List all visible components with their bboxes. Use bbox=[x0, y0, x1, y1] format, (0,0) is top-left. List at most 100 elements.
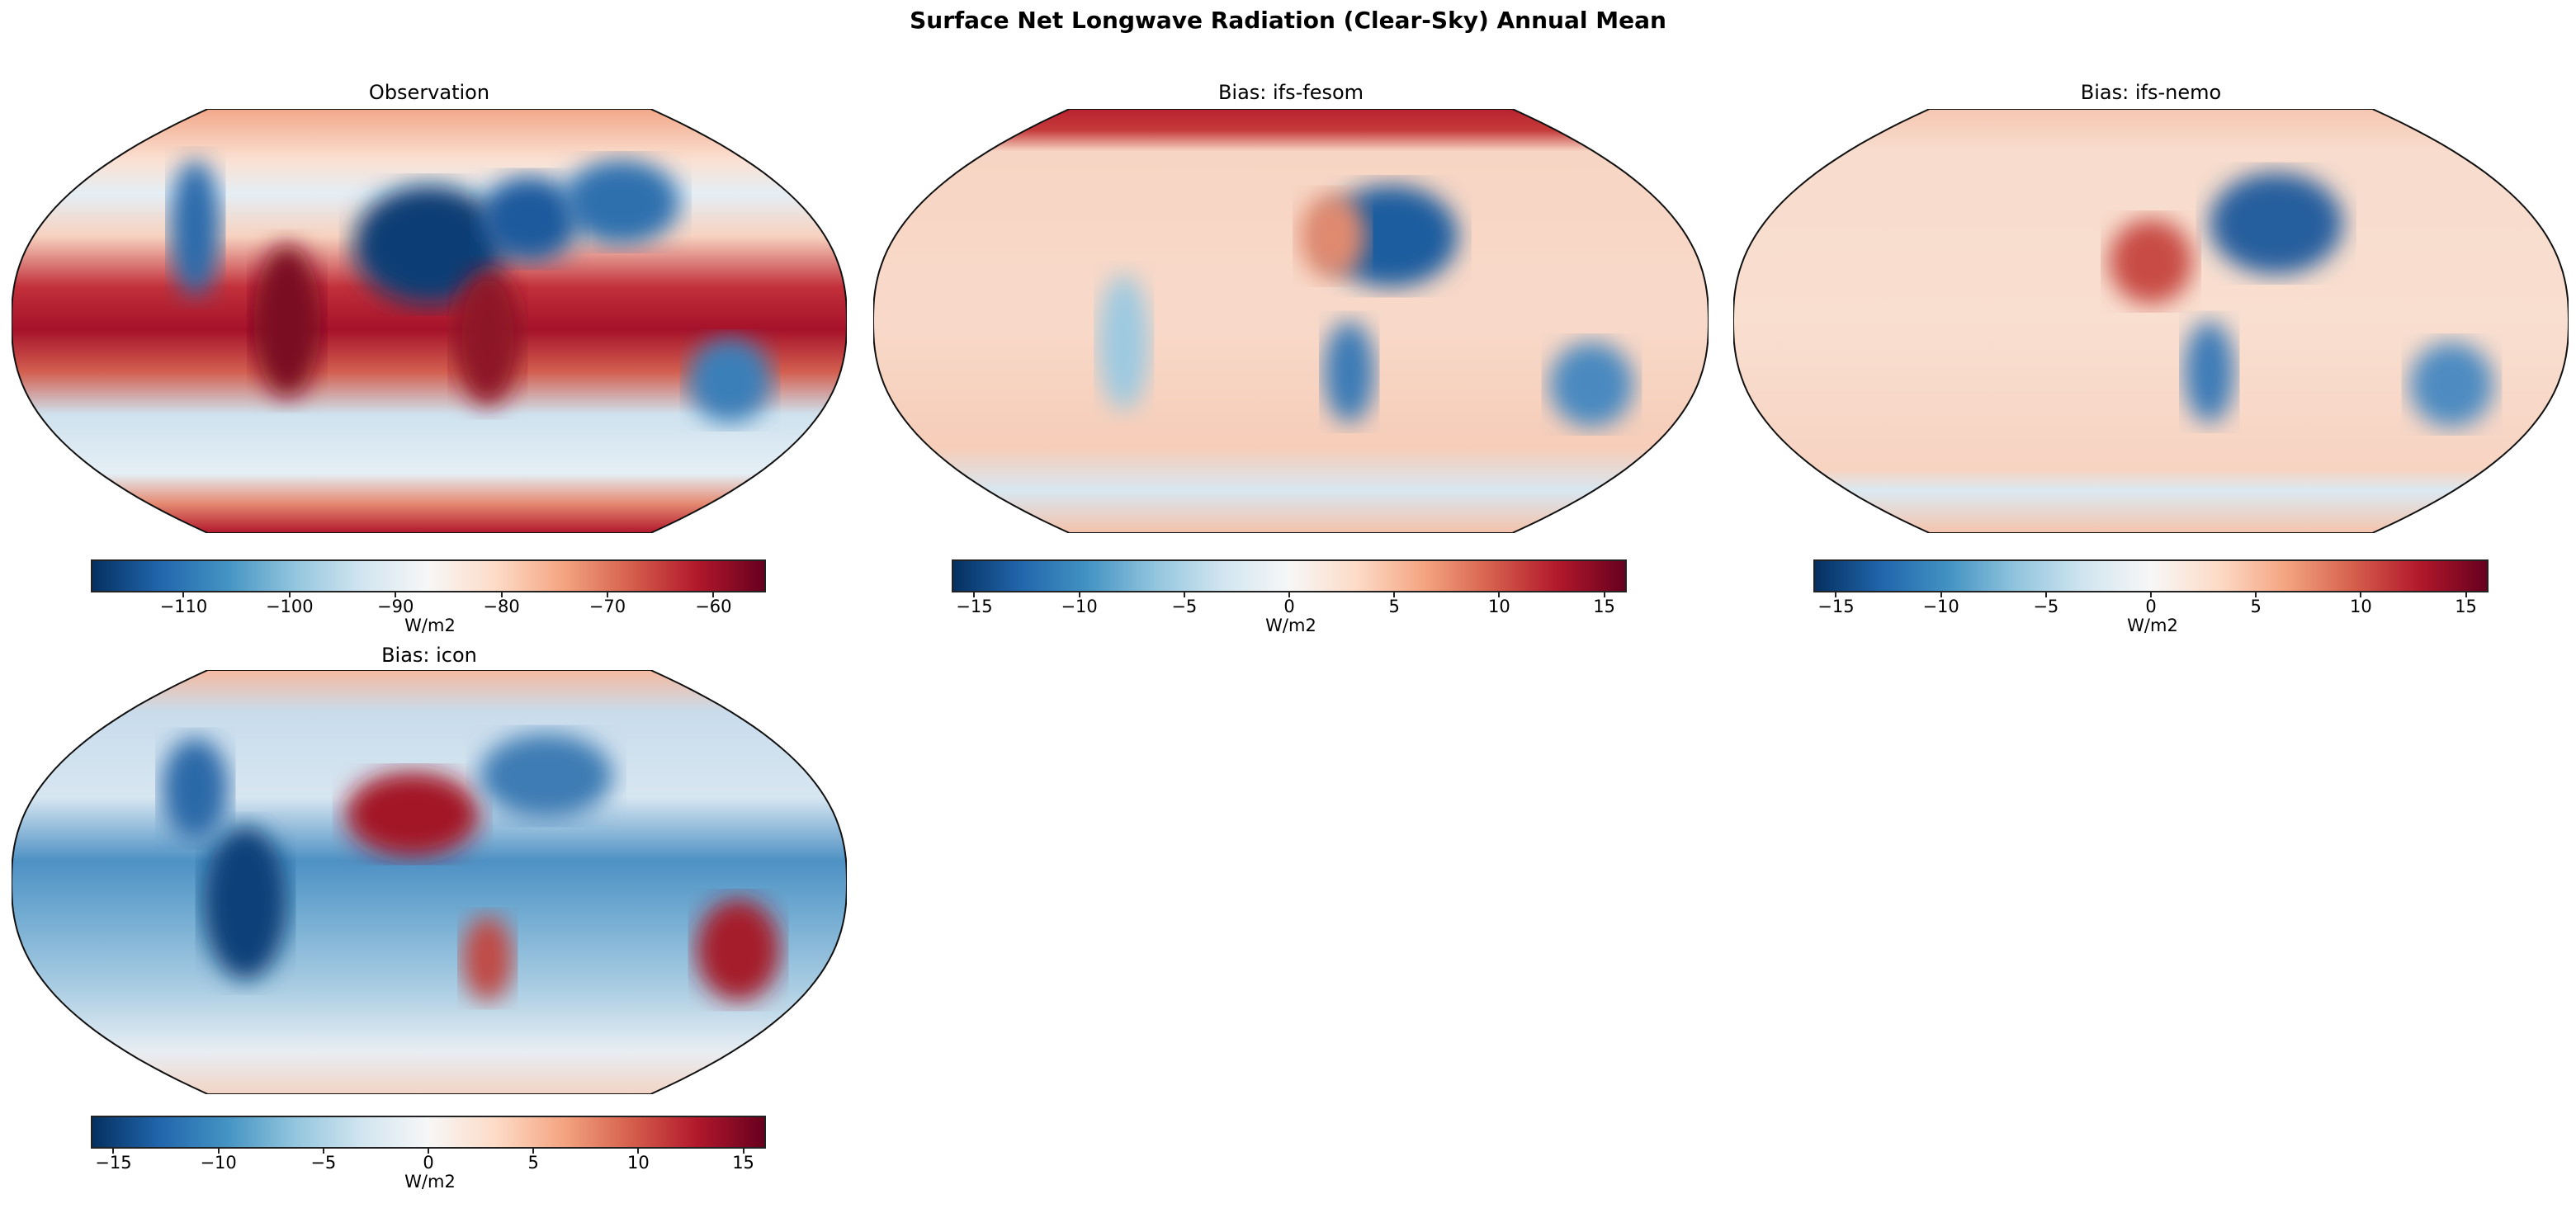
field-background bbox=[1733, 109, 2569, 533]
field-anomaly bbox=[2409, 342, 2493, 427]
colorbar-label: W/m2 bbox=[2127, 616, 2178, 635]
field-anomaly bbox=[162, 738, 229, 840]
colorbar-tick bbox=[2360, 592, 2362, 597]
field-anomaly bbox=[1549, 342, 1633, 427]
colorbar-tick-label: −5 bbox=[1171, 597, 1198, 616]
field-anomaly bbox=[345, 772, 480, 857]
colorbar-tick-label: 0 bbox=[423, 1153, 434, 1173]
colorbar-tick-label: −5 bbox=[310, 1153, 337, 1173]
colorbar-tick-label: −80 bbox=[483, 597, 520, 616]
colorbar-tick-label: −10 bbox=[200, 1153, 237, 1173]
colorbar-tick-label: −5 bbox=[2033, 597, 2059, 616]
field-anomaly bbox=[353, 185, 505, 304]
field-anomaly bbox=[562, 159, 680, 245]
colorbar-tick bbox=[1835, 592, 1837, 597]
colorbar-label: W/m2 bbox=[1265, 616, 1316, 635]
map-panel bbox=[12, 670, 847, 1094]
colorbar: −15 −10 −5 0 5 10 15 W/m2 bbox=[1813, 559, 2489, 635]
colorbar-tick bbox=[395, 592, 397, 597]
colorbar-tick bbox=[532, 1149, 535, 1154]
colorbar-tick bbox=[182, 592, 185, 597]
colorbar-tick-label: 5 bbox=[527, 1153, 539, 1173]
colorbar-tick bbox=[288, 592, 291, 597]
colorbar-tick-label: 5 bbox=[2250, 597, 2262, 616]
field-anomaly bbox=[1299, 193, 1367, 279]
colorbar-tick-label: −15 bbox=[95, 1153, 132, 1173]
colorbar-tick bbox=[606, 592, 608, 597]
field-anomaly bbox=[253, 244, 321, 398]
map-panel bbox=[12, 109, 847, 533]
colorbar-tick bbox=[712, 592, 715, 597]
field-background bbox=[12, 109, 847, 533]
colorbar-tick-label: −100 bbox=[265, 597, 314, 616]
map-panel bbox=[873, 109, 1709, 533]
colorbar-tick-label: −10 bbox=[1922, 597, 1959, 616]
field-background bbox=[873, 109, 1709, 533]
panel-title: Bias: ifs-nemo bbox=[2080, 81, 2222, 104]
field-anomaly bbox=[696, 899, 781, 1001]
colorbar-tick-label: 0 bbox=[1283, 597, 1295, 616]
colorbar-label: W/m2 bbox=[404, 616, 456, 635]
field-anomaly bbox=[479, 734, 613, 819]
colorbar-tick bbox=[973, 592, 976, 597]
field-anomaly bbox=[1324, 321, 1375, 423]
colorbar-tick-label: −60 bbox=[695, 597, 732, 616]
colorbar-tick-label: 10 bbox=[627, 1153, 650, 1173]
colorbar-tick bbox=[1393, 592, 1396, 597]
map-outline bbox=[12, 670, 847, 1094]
colorbar-tick bbox=[1498, 592, 1501, 597]
colorbar: −15 −10 −5 0 5 10 15 W/m2 bbox=[952, 559, 1627, 635]
field-anomaly bbox=[454, 270, 522, 406]
colorbar-tick-label: −110 bbox=[159, 597, 208, 616]
field-background bbox=[12, 670, 847, 1094]
colorbar: −15 −10 −5 0 5 10 15 W/m2 bbox=[91, 1116, 766, 1191]
field-anomaly bbox=[203, 827, 287, 980]
field-anomaly bbox=[2184, 321, 2235, 423]
field-anomaly bbox=[462, 916, 513, 1001]
colorbar-tick bbox=[1940, 592, 1942, 597]
colorbar-tick-label: −70 bbox=[588, 597, 626, 616]
colorbar-tick bbox=[1288, 592, 1290, 597]
colorbar-tick bbox=[1603, 592, 1605, 597]
colorbar-tick-label: 5 bbox=[1388, 597, 1400, 616]
colorbar-tick-label: 15 bbox=[1593, 597, 1615, 616]
colorbar-tick bbox=[322, 1149, 324, 1154]
colorbar-tick bbox=[1183, 592, 1185, 597]
colorbar-tick-label: −10 bbox=[1061, 597, 1098, 616]
colorbar-tick bbox=[2150, 592, 2152, 597]
figure-title: Surface Net Longwave Radiation (Clear-Sk… bbox=[910, 7, 1666, 34]
colorbar-tick bbox=[217, 1149, 220, 1154]
map-outline bbox=[12, 109, 847, 533]
colorbar-tick-label: 15 bbox=[2455, 597, 2477, 616]
panel-title: Bias: ifs-fesom bbox=[1217, 81, 1364, 104]
colorbar-tick bbox=[112, 1149, 115, 1154]
field-anomaly bbox=[688, 337, 772, 423]
colorbar-tick bbox=[428, 1149, 429, 1154]
panel-title: Bias: icon bbox=[381, 644, 477, 667]
colorbar-label: W/m2 bbox=[404, 1172, 456, 1192]
field-anomaly bbox=[170, 159, 220, 296]
colorbar-tick-label: 10 bbox=[2350, 597, 2372, 616]
colorbar-tick bbox=[2465, 592, 2467, 597]
colorbar-tick-label: 10 bbox=[1488, 597, 1510, 616]
colorbar-tick bbox=[742, 1149, 744, 1154]
colorbar-tick bbox=[637, 1149, 640, 1154]
field-anomaly bbox=[2209, 172, 2343, 275]
field-anomaly bbox=[479, 177, 580, 262]
colorbar-tick bbox=[500, 592, 503, 597]
map-outline bbox=[873, 109, 1709, 533]
field-anomaly bbox=[1099, 274, 1149, 410]
map-panel bbox=[1733, 109, 2569, 533]
colorbar-tick-label: −90 bbox=[377, 597, 414, 616]
colorbar-tick bbox=[1078, 592, 1080, 597]
colorbar-tick-label: −15 bbox=[956, 597, 993, 616]
colorbar-tick-label: 0 bbox=[2145, 597, 2157, 616]
colorbar: −110 −100 −90 −80 −70 −60 W/m2 bbox=[91, 559, 766, 635]
colorbar-tick-label: 15 bbox=[732, 1153, 754, 1173]
field-anomaly bbox=[2109, 219, 2193, 304]
colorbar-tick-label: −15 bbox=[1817, 597, 1855, 616]
map-outline bbox=[1733, 109, 2569, 533]
colorbar-tick bbox=[2255, 592, 2257, 597]
panel-title: Observation bbox=[368, 81, 490, 104]
colorbar-tick bbox=[2044, 592, 2047, 597]
